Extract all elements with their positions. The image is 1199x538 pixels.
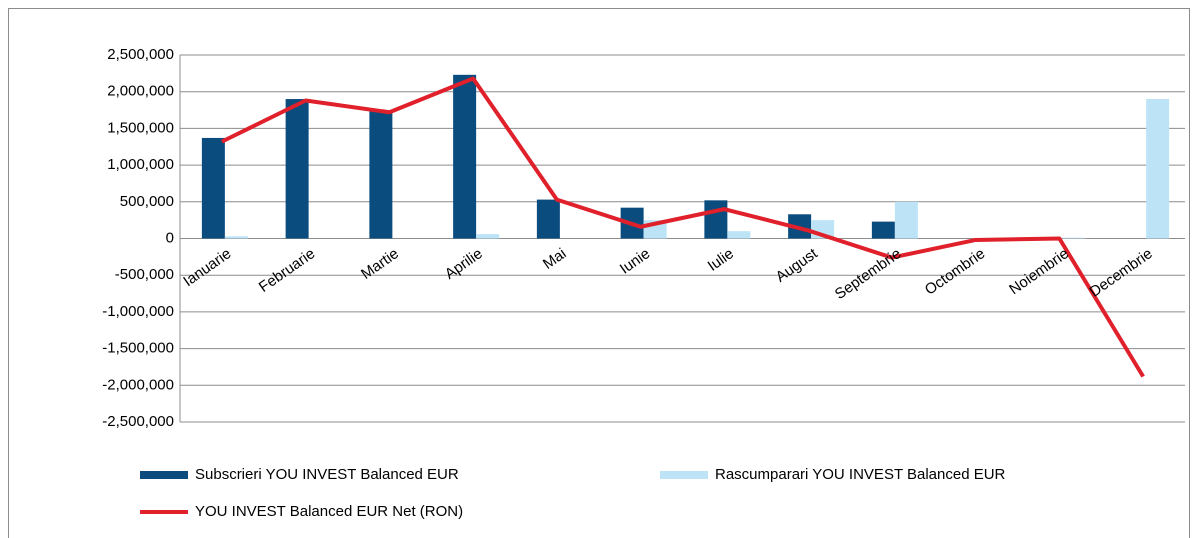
bar [871,221,895,239]
y-tick-label: 0 [166,229,174,246]
legend-label: Rascumparari YOU INVEST Balanced EUR [715,466,1006,483]
legend-swatch [140,471,188,479]
x-tick-label: Aprilie [442,245,486,283]
bar [727,231,751,239]
y-tick-label: 2,000,000 [107,83,174,100]
line [220,76,1145,378]
x-tick-label: August [773,245,822,286]
x-tick-label: Ianuarie [180,245,234,290]
y-tick-label: 1,500,000 [107,119,174,136]
x-tick-label: Octombrie [922,245,988,299]
y-tick-label: -500,000 [115,266,174,283]
x-tick-label: Martie [358,245,402,283]
legend-label: YOU INVEST Balanced EUR Net (RON) [195,503,463,520]
legend-swatch [660,471,708,479]
bar [704,200,728,239]
x-tick-label: Decembrie [1087,245,1156,301]
y-tick-label: 1,000,000 [107,156,174,173]
x-tick-label: Septembrie [832,245,905,303]
y-tick-label: 2,500,000 [107,46,174,63]
bar [1062,237,1086,239]
bar [1146,99,1170,239]
bar [476,234,500,239]
chart-frame [8,8,1190,538]
x-tick-label: Mai [540,245,570,273]
x-tick-label: Noiembrie [1006,245,1072,298]
y-tick-label: -2,000,000 [102,376,174,393]
y-tick-label: -1,000,000 [102,303,174,320]
bar [285,99,309,239]
bar [894,201,918,239]
x-tick-label: Februarie [256,245,318,296]
y-tick-label: -1,500,000 [102,340,174,357]
x-tick-label: Iunie [617,245,653,278]
bar [536,199,560,239]
bar [201,137,225,239]
y-tick-label: -2,500,000 [102,413,174,430]
x-tick-label: Iulie [705,245,737,275]
bar [453,74,477,239]
bar [224,236,248,239]
legend-label: Subscrieri YOU INVEST Balanced EUR [195,466,459,483]
y-tick-label: 500,000 [120,193,174,210]
bar [369,111,393,239]
